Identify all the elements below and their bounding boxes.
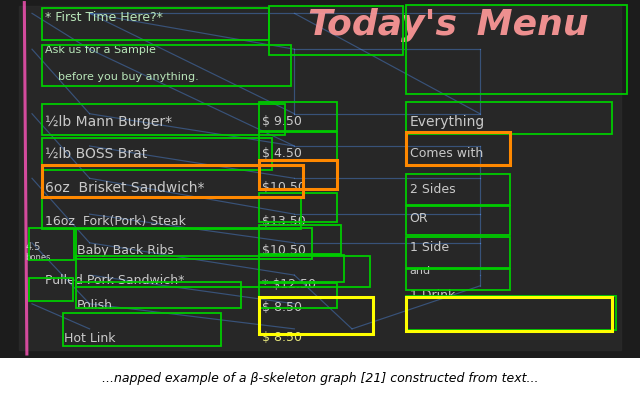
Text: $ 9.50: $ 9.50 — [262, 114, 302, 128]
Bar — [259, 256, 344, 283]
Bar — [259, 103, 337, 132]
Text: Hot Link: Hot Link — [64, 331, 115, 344]
Bar — [406, 174, 510, 205]
Bar — [42, 165, 303, 197]
Text: Ask us for a Sample: Ask us for a Sample — [45, 45, 156, 55]
Bar — [259, 194, 337, 223]
Bar — [406, 103, 612, 134]
Text: 16oz  Fork(Pork) Steak: 16oz Fork(Pork) Steak — [45, 215, 186, 228]
Bar — [406, 207, 510, 235]
Text: 6oz  Brisket Sandwich*: 6oz Brisket Sandwich* — [45, 180, 204, 194]
Bar — [29, 229, 74, 260]
Text: $ 8.50: $ 8.50 — [262, 300, 302, 314]
Text: $10.50: $10.50 — [262, 180, 307, 194]
Bar — [259, 161, 337, 190]
Bar — [259, 298, 373, 334]
Bar — [406, 269, 510, 290]
Text: * $12.50: * $12.50 — [262, 277, 316, 290]
Bar — [406, 133, 510, 166]
Text: ...napped example of a β-skeleton graph [21] constructed from text...: ...napped example of a β-skeleton graph … — [102, 371, 538, 384]
Bar — [42, 197, 301, 230]
Text: and: and — [410, 265, 431, 275]
Bar — [259, 133, 337, 162]
Text: * First Time Here?*: * First Time Here?* — [45, 11, 163, 24]
Text: Pulled Pork Sandwich*: Pulled Pork Sandwich* — [45, 273, 184, 287]
Text: 1 Drink: 1 Drink — [410, 288, 455, 301]
Bar — [269, 7, 403, 55]
Bar — [42, 9, 269, 41]
Text: 4.5: 4.5 — [26, 241, 41, 251]
Bar — [406, 296, 616, 330]
Text: Baby Back Ribs: Baby Back Ribs — [77, 243, 173, 256]
Bar — [63, 313, 221, 346]
Bar — [259, 283, 337, 308]
Text: Menu: Menu — [464, 8, 589, 42]
Bar — [42, 104, 285, 136]
Text: Comes with: Comes with — [410, 147, 483, 160]
Text: Polish: Polish — [77, 299, 113, 312]
Bar — [29, 278, 73, 302]
Text: 2 Sides: 2 Sides — [410, 182, 455, 195]
Bar — [406, 297, 612, 331]
Text: bones: bones — [26, 252, 51, 261]
Bar — [76, 257, 370, 287]
Text: before you buy anything.: before you buy anything. — [58, 71, 198, 81]
Bar — [406, 6, 627, 95]
Bar — [76, 228, 312, 260]
Bar — [406, 238, 510, 269]
Text: $13.50: $13.50 — [262, 215, 306, 228]
Bar — [42, 46, 291, 87]
Bar — [42, 139, 272, 170]
Text: ½lb BOSS Brat: ½lb BOSS Brat — [45, 147, 147, 161]
Text: Today's: Today's — [307, 8, 457, 42]
Bar — [259, 225, 341, 254]
Text: $10.50: $10.50 — [262, 243, 307, 256]
Text: ½lb Mann Burger*: ½lb Mann Burger* — [45, 114, 172, 128]
Bar — [76, 282, 241, 309]
Text: 1 Side: 1 Side — [410, 240, 449, 253]
Text: $ 8.50: $ 8.50 — [262, 330, 302, 343]
Text: Everything: Everything — [410, 114, 485, 128]
Text: $ 4.50: $ 4.50 — [262, 147, 302, 160]
Text: OR: OR — [410, 212, 428, 225]
